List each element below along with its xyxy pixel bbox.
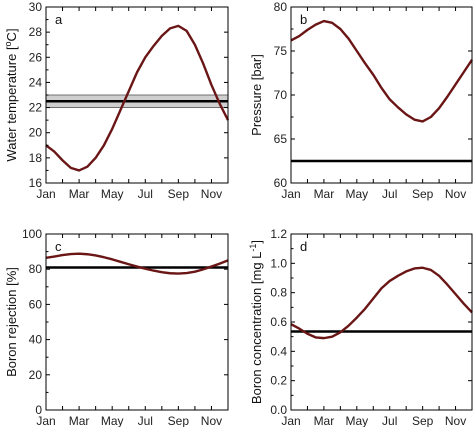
series-line (45, 24, 230, 172)
y-tick-label: 16 (29, 176, 43, 190)
y-axis-label-tail: C] (4, 28, 19, 41)
x-tick-label: May (101, 414, 124, 427)
y-axis-label-main: Water temperature [ (4, 46, 19, 162)
y-axis-label: Water temperature [oC] (3, 28, 19, 161)
y-tick-label: 0.4 (270, 344, 287, 358)
y-tick-label: 0.2 (270, 374, 287, 388)
panel-d: 0.0 0.2 0.4 0.6 0.8 1.0 1.2 Jan Mar May Jul Sep Nov d… (248, 227, 473, 427)
x-tick-label: May (345, 187, 368, 201)
x-tick-label: Sep (412, 414, 434, 427)
x-tick-label: Jan (281, 187, 300, 201)
plot-frame (290, 233, 473, 411)
plot-frame (290, 6, 473, 184)
y-tick-label: 0.8 (270, 286, 287, 300)
x-tick-label: Mar (69, 187, 90, 201)
y-tick-label: 65 (274, 132, 288, 146)
y-tick-label: 26 (29, 50, 43, 64)
y-tick-label: 24 (29, 75, 43, 89)
x-tick-label: Mar (314, 414, 335, 427)
x-tick-label: Jul (382, 414, 397, 427)
panel-a: 16 18 20 22 24 26 28 30 Jan Mar May Jul Sep Nov a Water… (3, 0, 230, 201)
series-line (45, 252, 229, 275)
y-tick-label: 80 (29, 262, 43, 276)
series-line (290, 19, 473, 123)
x-tick-label: Mar (69, 414, 90, 427)
y-tick-label: 1.0 (270, 256, 287, 270)
y-tick-label: 18 (29, 151, 43, 165)
x-tick-label: Jan (36, 414, 55, 427)
y-axis-label-main: Boron rejection [%] (4, 267, 19, 377)
y-tick-label: 75 (274, 44, 288, 58)
y-axis-label: Boron rejection [%] (4, 267, 19, 377)
x-tick-label: Nov (445, 414, 466, 427)
panel-label: b (300, 12, 307, 27)
x-tick-label: Jul (138, 414, 153, 427)
y-tick-label: 60 (29, 297, 43, 311)
y-tick-label: 0.0 (270, 403, 287, 417)
x-tick-label: Mar (314, 187, 335, 201)
x-tick-label: Sep (168, 414, 190, 427)
y-tick-label: 20 (29, 368, 43, 382)
x-tick-label: Jan (281, 414, 300, 427)
y-tick-label: 60 (274, 176, 288, 190)
panel-c: 0 20 40 60 80 100 Jan Mar May Jul Sep Nov c Boron rej… (4, 227, 229, 427)
series-line (290, 266, 473, 340)
x-tick-label: Jul (382, 187, 397, 201)
y-tick-label: 40 (29, 333, 43, 347)
y-axis-label-superscript: o (3, 41, 13, 46)
y-tick-label: 80 (274, 0, 288, 14)
x-tick-label: May (101, 187, 124, 201)
plot-frame (45, 233, 229, 411)
x-tick-label: Jul (138, 187, 153, 201)
y-tick-label: 20 (29, 126, 43, 140)
y-tick-label: 0 (35, 403, 42, 417)
y-tick-label: 70 (274, 88, 288, 102)
y-tick-label: 22 (29, 101, 43, 115)
y-axis-label-main: Pressure [bar] (249, 54, 264, 136)
y-tick-label: 100 (22, 227, 42, 241)
y-axis-label-main: Boron concentration [mg L (249, 252, 264, 404)
x-tick-label: Sep (168, 187, 190, 201)
y-tick-label: 1.2 (270, 227, 287, 241)
y-axis-label-tail: ] (249, 240, 264, 244)
panel-label: d (300, 239, 307, 254)
x-tick-label: Nov (201, 187, 222, 201)
x-tick-label: Nov (201, 414, 222, 427)
y-tick-label: 30 (29, 0, 43, 14)
panel-label: a (55, 12, 63, 27)
x-tick-label: May (345, 414, 368, 427)
x-tick-label: Sep (412, 187, 434, 201)
y-tick-label: 0.6 (270, 315, 287, 329)
x-tick-label: Jan (36, 187, 55, 201)
x-tick-label: Nov (445, 187, 466, 201)
y-axis-label: Pressure [bar] (249, 54, 264, 136)
panel-label: c (55, 239, 62, 254)
y-axis-label: Boron concentration [mg L-1] (248, 240, 264, 404)
panel-b: 60 65 70 75 80 Jan Mar May Jul Sep Nov b Pressure [b… (249, 0, 473, 201)
y-tick-label: 28 (29, 25, 43, 39)
y-axis-label-superscript: -1 (248, 244, 258, 252)
